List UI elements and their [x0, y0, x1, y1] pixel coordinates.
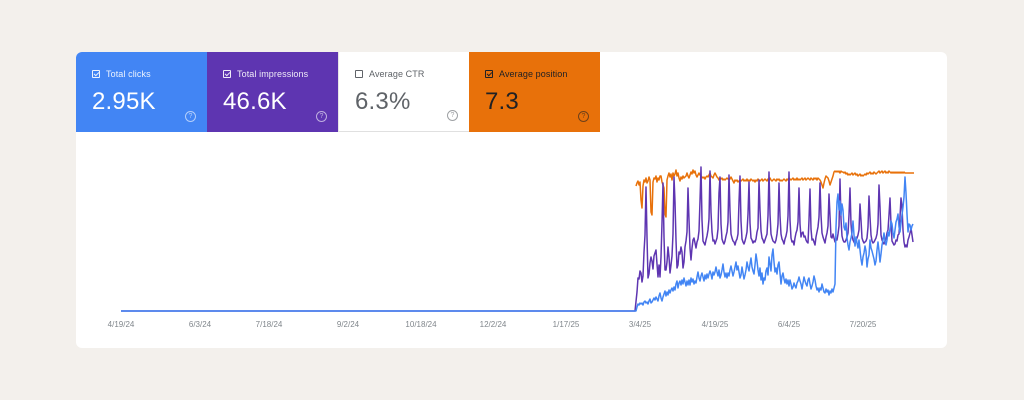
checkbox-checked-icon[interactable]	[485, 70, 493, 78]
performance-card: Total clicks 2.95K ? Total impressions 4…	[76, 52, 947, 348]
x-tick-label: 3/4/25	[628, 320, 652, 329]
metric-tile-total-impressions[interactable]: Total impressions 46.6K ?	[207, 52, 338, 132]
checkbox-checked-icon[interactable]	[223, 70, 231, 78]
metric-label: Total clicks	[106, 69, 151, 79]
x-tick-label: 10/18/24	[405, 320, 437, 329]
series-total-clicks	[121, 176, 914, 312]
help-icon[interactable]: ?	[185, 111, 196, 122]
checkbox-checked-icon[interactable]	[92, 70, 100, 78]
metric-value: 7.3	[485, 88, 519, 115]
metric-header: Average position	[485, 69, 567, 79]
metric-header: Total impressions	[223, 69, 308, 79]
metric-header: Average CTR	[355, 69, 424, 79]
x-tick-label: 9/2/24	[336, 320, 360, 329]
metric-label: Average position	[499, 69, 568, 79]
x-tick-label: 4/19/25	[701, 320, 729, 329]
line-chart[interactable]	[76, 132, 947, 348]
series-average-position	[635, 169, 914, 218]
metric-tile-total-clicks[interactable]: Total clicks 2.95K ?	[76, 52, 207, 132]
x-tick-label: 6/4/25	[777, 320, 801, 329]
metric-value: 6.3%	[355, 88, 411, 115]
series-total-impressions	[121, 166, 914, 312]
x-tick-label: 12/2/24	[479, 320, 507, 329]
help-icon[interactable]: ?	[316, 111, 327, 122]
x-tick-label: 1/17/25	[552, 320, 580, 329]
metric-header: Total clicks	[92, 69, 151, 79]
metric-tile-average-position[interactable]: Average position 7.3 ?	[469, 52, 600, 132]
metric-tile-average-ctr[interactable]: Average CTR 6.3% ?	[338, 52, 469, 132]
metric-label: Average CTR	[369, 69, 425, 79]
x-tick-label: 4/19/24	[107, 320, 135, 329]
help-icon[interactable]: ?	[447, 110, 458, 121]
x-tick-label: 6/3/24	[188, 320, 212, 329]
metric-label: Total impressions	[237, 69, 309, 79]
help-icon[interactable]: ?	[578, 111, 589, 122]
x-tick-label: 7/18/24	[255, 320, 283, 329]
metric-value: 2.95K	[92, 88, 156, 115]
metric-value: 46.6K	[223, 88, 287, 115]
x-axis: 4/19/24 6/3/24 7/18/24 9/2/24 10/18/24 1…	[76, 320, 947, 334]
metric-tiles: Total clicks 2.95K ? Total impressions 4…	[76, 52, 600, 132]
x-tick-label: 7/20/25	[849, 320, 877, 329]
checkbox-unchecked-icon[interactable]	[355, 70, 363, 78]
